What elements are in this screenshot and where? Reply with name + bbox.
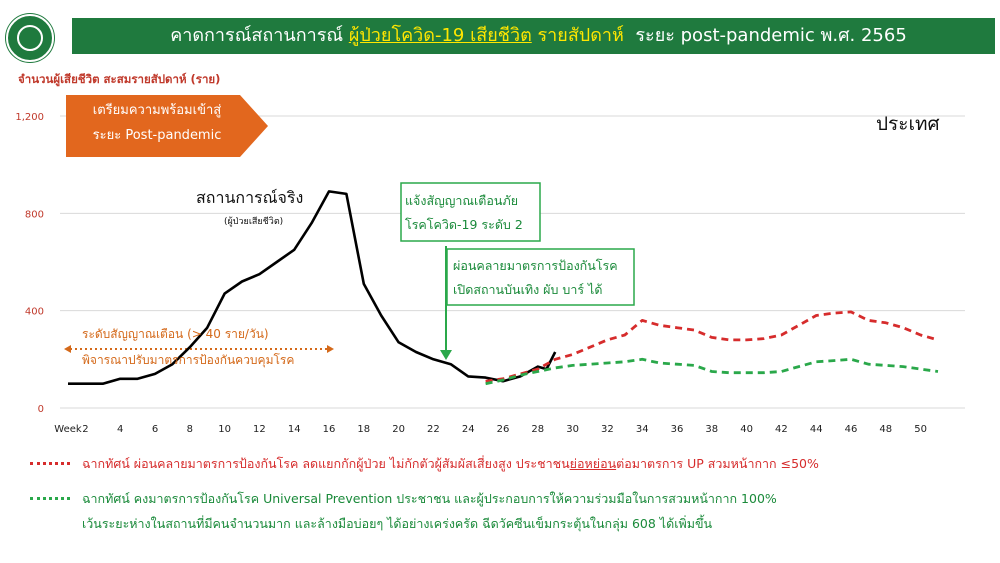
legend-red-swatch — [30, 462, 70, 465]
title-bar — [72, 18, 995, 54]
y-tick-label: 0 — [38, 404, 44, 415]
relax-arrow-head — [440, 350, 452, 360]
x-tick-label: 26 — [497, 424, 510, 435]
alert-line-1: แจ้งสัญญาณเตือนภัย — [405, 193, 519, 208]
prep-arrow-text: เตรียมความพร้อมเข้าสู่ ระยะ Post-pandemi… — [72, 98, 242, 148]
x-tick-label: 38 — [705, 424, 718, 435]
x-tick-label: 4 — [117, 424, 123, 435]
x-tick-label: 42 — [775, 424, 788, 435]
y-axis-label: จำนวนผู้เสียชีวิต สะสมรายสัปดาห์ (ราย) — [18, 72, 221, 86]
legend-red-prefix: ฉากทัศน์ ผ่อนคลายมาตรการป้องกันโรค ลดแยก… — [82, 456, 570, 471]
relax-line-1: ผ่อนคลายมาตรการป้องกันโรค — [453, 258, 618, 273]
prep-line-1: เตรียมความพร้อมเข้าสู่ — [92, 103, 222, 118]
prep-arrow-shape — [66, 95, 268, 157]
x-tick-label: 12 — [253, 424, 266, 435]
title-part-3: รายสัปดาห์ — [537, 25, 624, 46]
legend-red-underlined: ย่อหย่อน — [569, 456, 617, 471]
x-tick-label: 44 — [810, 424, 823, 435]
prep-line-2: ระยะ Post-pandemic — [92, 128, 222, 143]
threshold-arrow-head-right — [327, 345, 334, 353]
alert-text: แจ้งสัญญาณเตือนภัย โรคโควิด-19 ระดับ 2 — [405, 189, 538, 237]
x-tick-label: 34 — [636, 424, 649, 435]
title-part-4: ระยะ post-pandemic พ.ศ. 2565 — [635, 25, 907, 46]
series-strict-line — [485, 357, 939, 386]
x-tick-label: 22 — [427, 424, 440, 435]
x-tick-label: 6 — [152, 424, 158, 435]
y-tick-label: 400 — [25, 307, 44, 318]
x-tick-label: 10 — [218, 424, 231, 435]
title-part-2: ผู้ป่วยโควิด-19 เสียชีวิต — [348, 25, 532, 46]
logo-emblem-icon — [17, 25, 43, 51]
x-tick-label: 32 — [601, 424, 614, 435]
x-tick-label: 48 — [879, 424, 892, 435]
series-relaxed-line — [485, 310, 939, 383]
x-tick-label: 20 — [392, 424, 405, 435]
page-title: คาดการณ์สถานการณ์ ผู้ป่วยโควิด-19 เสียชี… — [86, 18, 991, 54]
legend-green-line-1: ฉากทัศน์ คงมาตรการป้องกันโรค Universal P… — [82, 491, 777, 506]
actual-sublabel: (ผู้ป่วยเสียชีวิต) — [224, 217, 284, 227]
x-tick-label: 14 — [288, 424, 301, 435]
series-actual-line — [68, 190, 557, 386]
actual-label: สถานการณ์จริง — [196, 188, 304, 207]
threshold-arrow-head-left — [64, 345, 71, 353]
x-tick-label: Week — [54, 424, 82, 435]
legend-red-text: ฉากทัศน์ ผ่อนคลายมาตรการป้องกันโรค ลดแยก… — [82, 454, 819, 474]
title-part-1: คาดการณ์สถานการณ์ — [170, 25, 344, 46]
threshold-line-1: ระดับสัญญาณเตือน (> 40 ราย/วัน) — [82, 327, 269, 341]
x-tick-label: 2 — [82, 424, 88, 435]
x-tick-label: 36 — [671, 424, 684, 435]
ministry-logo — [6, 14, 54, 62]
legend-red-suffix: ต่อมาตรการ UP สวมหน้ากาก ≤50% — [616, 456, 819, 471]
x-tick-label: 30 — [566, 424, 579, 435]
region-label: ประเทศ — [876, 113, 940, 135]
x-tick-label: 16 — [323, 424, 336, 435]
x-tick-label: 18 — [357, 424, 370, 435]
x-tick-label: 50 — [914, 424, 927, 435]
x-tick-label: 8 — [187, 424, 193, 435]
x-tick-label: 24 — [462, 424, 475, 435]
x-tick-label: 46 — [845, 424, 858, 435]
relax-line-2: เปิดสถานบันเทิง ผับ บาร์ ได้ — [453, 282, 603, 297]
relax-text: ผ่อนคลายมาตรการป้องกันโรค เปิดสถานบันเทิ… — [453, 254, 633, 302]
y-tick-label: 1,200 — [15, 112, 44, 123]
alert-line-2: โรคโควิด-19 ระดับ 2 — [405, 217, 523, 232]
x-tick-label: 28 — [531, 424, 544, 435]
legend-green-line-2: เว้นระยะห่างในสถานที่มีคนจำนวนมาก และล้า… — [82, 516, 713, 531]
y-tick-label: 800 — [25, 209, 44, 220]
threshold-line-2: พิจารณาปรับมาตรการป้องกันควบคุมโรค — [82, 353, 295, 367]
relax-box — [446, 248, 635, 306]
legend-green-swatch — [30, 497, 70, 500]
header: คาดการณ์สถานการณ์ ผู้ป่วยโควิด-19 เสียชี… — [0, 0, 1000, 68]
alert-box — [400, 182, 541, 242]
x-tick-label: 40 — [740, 424, 753, 435]
